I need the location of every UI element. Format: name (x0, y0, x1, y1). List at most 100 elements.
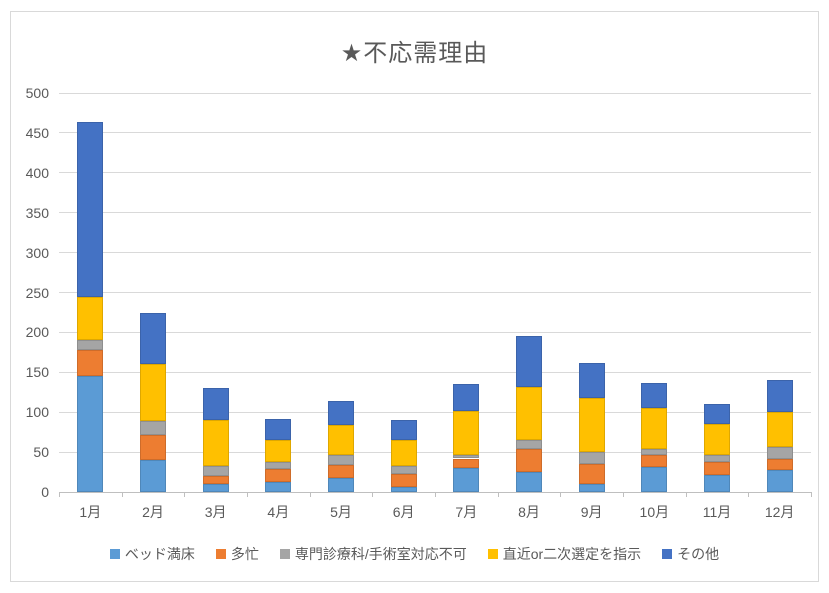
legend-swatch-icon (109, 549, 120, 559)
x-axis-tick (560, 492, 562, 497)
legend-item: 多忙 (215, 544, 259, 564)
legend-item: ベッド満床 (109, 544, 195, 564)
bar-column (453, 93, 480, 492)
bar-column (77, 93, 104, 492)
gridline (59, 212, 811, 214)
bar-segment (641, 448, 668, 455)
y-axis-tick-label: 400 (25, 164, 49, 181)
bar-column (766, 93, 793, 492)
bar-segment (516, 335, 542, 388)
bar-segment (328, 454, 354, 465)
legend-label: 多忙 (230, 546, 259, 562)
y-axis-tick-label: 50 (33, 444, 49, 461)
x-axis-label: 11月 (702, 504, 732, 520)
y-axis-tick-label: 450 (25, 124, 49, 141)
bar-segment (265, 468, 292, 482)
x-axis-tick (811, 492, 812, 497)
legend-item: 専門診療科/手術室対応不可 (279, 544, 467, 564)
y-axis-tick-label: 0 (41, 484, 49, 500)
gridline (59, 132, 811, 134)
gridline (59, 411, 811, 413)
y-axis-tick-label: 300 (25, 244, 49, 261)
bar-segment (704, 424, 730, 456)
bar-segment (265, 461, 292, 469)
bar-segment (453, 411, 480, 456)
gridline (59, 92, 811, 94)
bar-segment (516, 440, 542, 449)
y-axis-tick-label: 200 (25, 324, 49, 341)
x-axis-label: 7月 (455, 504, 478, 520)
bar-segment (390, 487, 417, 492)
bar-segment (390, 420, 417, 441)
bar-segment (77, 121, 104, 298)
bar-segment (77, 375, 104, 492)
gridline (59, 252, 811, 254)
bar-segment (641, 467, 668, 492)
legend: ベッド満床 多忙 専門診療科/手術室対応不可 直近or二次選定を指示 その他 (11, 544, 818, 564)
bar-segment (202, 465, 229, 477)
bar-segment (578, 397, 605, 453)
y-axis-tick-label: 100 (25, 404, 49, 421)
x-axis-tick (309, 492, 311, 497)
bar-column (704, 93, 730, 492)
legend-swatch-icon (279, 549, 290, 559)
bar-column (516, 93, 542, 492)
bar-segment (202, 476, 229, 485)
bar-segment (140, 434, 166, 461)
x-axis-tick (748, 492, 750, 497)
bar-segment (202, 484, 229, 492)
legend-swatch-icon (487, 549, 498, 559)
bar-segment (77, 297, 104, 341)
x-axis-tick (372, 492, 374, 497)
bar-segment (140, 364, 166, 421)
bar-segment (578, 464, 605, 485)
bar-segment (202, 388, 229, 421)
legend-swatch-icon (215, 549, 226, 559)
gridline (59, 371, 811, 373)
y-axis-tick-label: 250 (25, 284, 49, 301)
bar-segment (641, 408, 668, 449)
bar-segment (265, 418, 292, 441)
bar-segment (453, 468, 480, 492)
bar-segment (390, 465, 417, 475)
bar-segment (453, 458, 480, 469)
legend-item: 直近or二次選定を指示 (487, 544, 642, 564)
legend-label: 直近or二次選定を指示 (502, 546, 642, 562)
legend-swatch-icon (662, 549, 673, 559)
bar-segment (641, 454, 668, 468)
bar-column (328, 93, 354, 492)
gridline (59, 331, 811, 333)
bar-segment (766, 380, 793, 413)
y-axis-tick-label: 500 (25, 85, 49, 101)
x-axis-label: 3月 (204, 504, 227, 520)
bar-segment (453, 455, 480, 459)
y-axis-tick-label: 350 (25, 204, 49, 221)
bar-segment (766, 470, 793, 492)
x-axis-label: 8月 (518, 504, 540, 520)
x-axis-label: 1月 (79, 504, 102, 520)
bar-segment (516, 448, 542, 473)
chart-frame: ★不応需理由 0 50 100 150 200 250 300 350 400 450 500 1月 2… (10, 11, 819, 582)
gridline (59, 172, 811, 174)
x-axis-label: 5月 (330, 504, 352, 520)
x-axis-label: 10月 (639, 504, 670, 520)
bar-segment (328, 424, 354, 455)
y-axis-tick-label: 150 (25, 364, 49, 381)
bar-segment (140, 420, 166, 435)
bar-segment (265, 481, 292, 492)
bar-segment (140, 460, 166, 492)
bar-segment (265, 440, 292, 462)
x-axis-tick (247, 492, 248, 497)
plot-area: 0 50 100 150 200 250 300 350 400 450 500 1月 2月 3月 4月 5月… (26, 85, 812, 520)
bar-segment (578, 362, 605, 398)
gridline (59, 451, 811, 453)
bar-segment (578, 452, 605, 465)
bar-segment (578, 484, 605, 492)
x-axis-label: 6月 (392, 504, 415, 520)
bar-segment (704, 475, 730, 492)
x-axis-label: 12月 (764, 504, 795, 520)
x-axis-label: 4月 (267, 504, 290, 520)
bar-segment (390, 440, 417, 466)
legend-label: 専門診療科/手術室対応不可 (294, 546, 467, 562)
